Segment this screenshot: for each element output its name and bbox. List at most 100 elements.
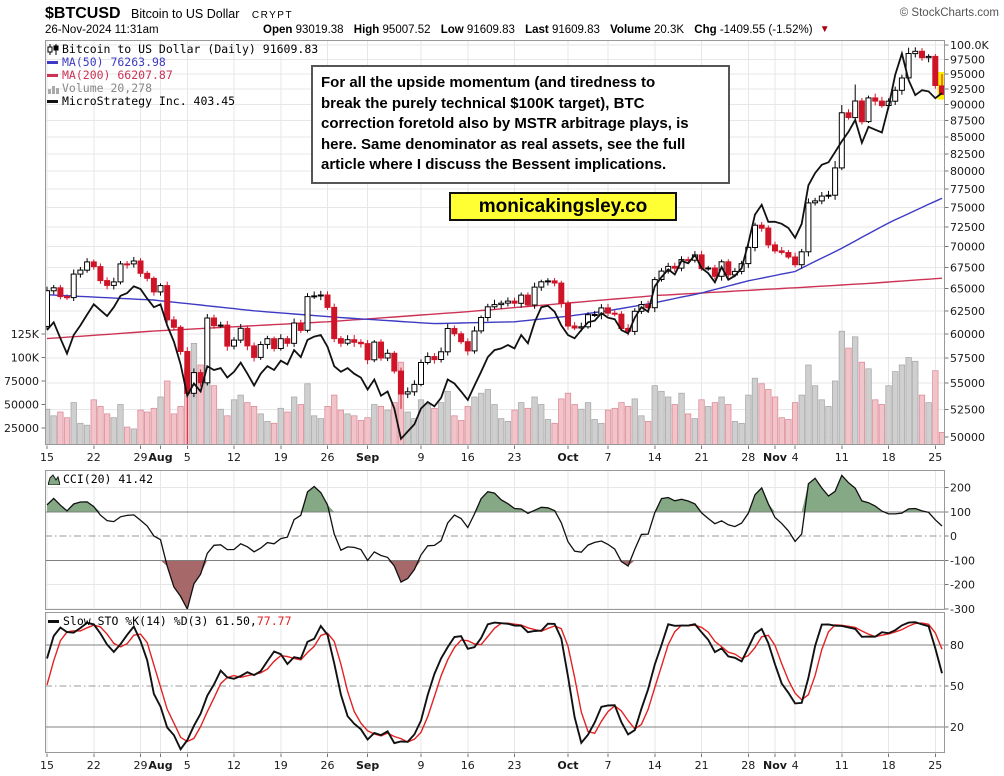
price-axis-label: 65000 xyxy=(950,283,985,296)
volume-bar xyxy=(618,402,625,445)
candle-body xyxy=(357,341,364,345)
volume-bar xyxy=(90,399,97,445)
candle-body xyxy=(451,328,458,335)
candle-body xyxy=(431,356,438,361)
volume-bar xyxy=(444,390,451,445)
ma200-line-icon xyxy=(47,74,58,77)
volume-bar xyxy=(337,409,344,445)
legend-sto-d-value: 77.77 xyxy=(256,614,292,628)
candle-body xyxy=(825,194,832,197)
volume-bar xyxy=(364,417,371,445)
volume-bar xyxy=(691,418,698,445)
volume-bar xyxy=(624,406,632,445)
date-axis-label: 18 xyxy=(882,759,896,772)
date-axis-label: Nov xyxy=(763,451,788,464)
candle-body xyxy=(124,263,131,266)
candle-body xyxy=(484,306,491,318)
sto-panel-legend: Slow STO %K(14) %D(3) 61.50, 77.77 xyxy=(48,615,292,628)
date-axis-label: 16 xyxy=(461,451,475,464)
candle-body xyxy=(424,356,431,364)
annotation-box: For all the upside momentum (and tiredne… xyxy=(311,65,730,184)
cci-axis-label: -100 xyxy=(950,554,975,567)
cci-area-icon xyxy=(48,474,60,485)
candle-body xyxy=(611,312,618,315)
watermark-site-link[interactable]: monicakingsley.co xyxy=(449,192,677,221)
candle-body xyxy=(317,294,324,297)
date-axis-label: 14 xyxy=(648,451,662,464)
date-axis-label: Nov xyxy=(763,759,788,772)
price-axis-label: 52500 xyxy=(950,403,985,416)
candle-body xyxy=(605,307,611,314)
candle-body xyxy=(217,324,224,327)
volume-bar xyxy=(464,406,471,445)
volume-bar xyxy=(504,421,511,445)
candle-body xyxy=(778,250,785,253)
price-axis-label: 72500 xyxy=(950,221,985,234)
candle-body xyxy=(144,272,151,279)
volume-bar xyxy=(311,415,318,445)
volume-bar xyxy=(898,364,906,445)
candle-body xyxy=(211,317,217,327)
candle-body xyxy=(418,362,424,385)
candle-body xyxy=(585,314,591,328)
date-axis-label: 21 xyxy=(695,451,709,464)
volume-bar xyxy=(785,419,792,445)
volume-bar xyxy=(738,422,745,445)
price-axis-label: 62500 xyxy=(950,305,985,318)
candle-body xyxy=(491,304,498,308)
price-axis-label: 97500 xyxy=(950,53,985,66)
date-axis-label: Sep xyxy=(356,759,379,772)
candle-body xyxy=(291,322,298,344)
candle-body xyxy=(50,287,57,292)
date-axis-label: 26 xyxy=(321,451,335,464)
volume-bar xyxy=(351,415,358,445)
candle-body xyxy=(518,294,525,304)
volume-bar xyxy=(818,399,825,445)
axis-labels: 100.0K9750095000925009000087500850008250… xyxy=(4,39,989,772)
volume-bar xyxy=(357,420,365,445)
volume-bar xyxy=(270,422,278,445)
candle-body xyxy=(117,263,124,283)
volume-bar xyxy=(124,426,131,445)
candle-body xyxy=(765,227,772,246)
candle-body xyxy=(331,306,338,340)
sto-axis-label: 50 xyxy=(950,680,964,693)
cci-axis-label: 100 xyxy=(950,506,971,519)
volume-bar xyxy=(932,370,939,445)
volume-bar xyxy=(725,404,732,445)
candle-body xyxy=(932,55,939,87)
date-axis-label: 28 xyxy=(741,451,755,464)
candle-body xyxy=(565,302,571,327)
price-axis-label: 67500 xyxy=(950,261,985,274)
volume-bar xyxy=(117,404,124,445)
candle-body xyxy=(792,256,799,266)
date-axis-label: 26 xyxy=(321,759,335,772)
date-axis-label: 9 xyxy=(418,451,425,464)
candle-body xyxy=(231,339,237,347)
price-axis-label: 77500 xyxy=(950,183,985,196)
volume-bar xyxy=(471,396,478,445)
candle-body xyxy=(177,326,184,352)
candle-body xyxy=(251,345,258,358)
volume-bar xyxy=(658,390,665,445)
volume-bar xyxy=(324,406,331,445)
legend-ma200-row: MA(200) 66207.87 xyxy=(47,69,318,82)
price-axis-label: 55000 xyxy=(950,377,985,390)
volume-bar xyxy=(872,399,879,445)
volume-bar xyxy=(905,357,912,445)
date-axis-label: 23 xyxy=(508,451,522,464)
chg-down-arrow-icon[interactable]: ▼ xyxy=(819,24,830,35)
annotation-line: article where I discuss the Bessent impl… xyxy=(321,156,667,173)
candle-body xyxy=(157,285,164,293)
volume-bar xyxy=(97,406,104,445)
volume-bar xyxy=(751,377,759,445)
legend-ma50-row: MA(50) 76263.98 xyxy=(47,56,318,69)
high-label: High xyxy=(353,24,380,36)
volume-bar xyxy=(77,422,84,445)
candle-body xyxy=(337,338,344,344)
volume-bar xyxy=(531,396,538,445)
volume-bar xyxy=(284,411,291,445)
low-value: 91609.83 xyxy=(466,24,515,36)
date-axis-label: 22 xyxy=(87,759,101,772)
